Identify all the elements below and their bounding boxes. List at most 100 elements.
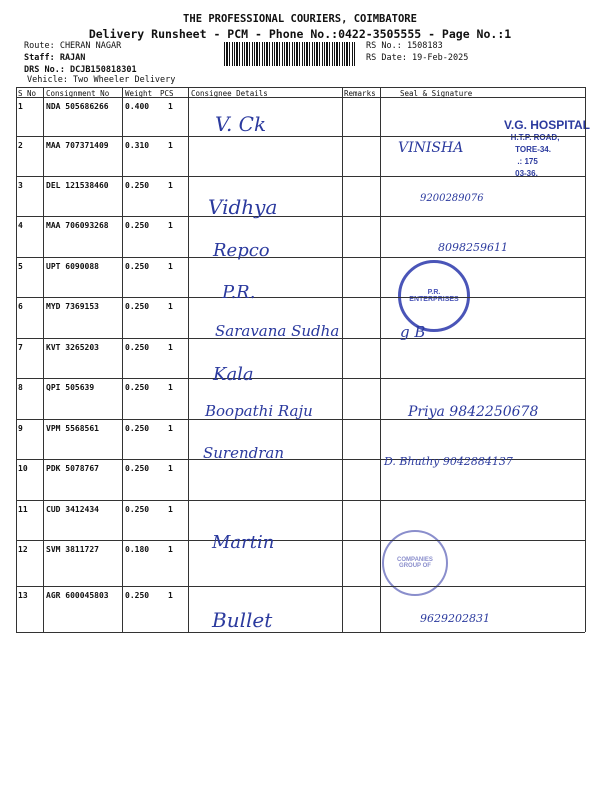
cell-consignment: VPM 5568561 — [46, 424, 99, 433]
rs-no: RS No.: 1508183 — [366, 41, 443, 51]
cell-pcs: 1 — [168, 545, 173, 554]
cell-pcs: 1 — [168, 181, 173, 190]
rs-date: RS Date: 19-Feb-2025 — [366, 53, 469, 63]
row-divider — [16, 257, 585, 258]
cell-pcs: 1 — [168, 383, 173, 392]
col-consignee: Consignee Details — [191, 89, 268, 98]
cell-consignment: QPI 505639 — [46, 383, 95, 392]
cell-weight: 0.250 — [125, 424, 150, 433]
cell-pcs: 1 — [168, 424, 173, 433]
cell-pcs: 1 — [168, 343, 173, 352]
cell-pcs: 1 — [168, 302, 173, 311]
cell-pcs: 1 — [168, 262, 173, 271]
consignee-handwriting: Saravana Sudha — [215, 322, 340, 340]
cell-weight: 0.250 — [125, 383, 150, 392]
consignee-handwriting: Repco — [213, 240, 270, 261]
cell-sno: 3 — [18, 181, 23, 190]
cell-sno: 2 — [18, 141, 23, 150]
companies-group-stamp: COMPANIES GROUP OF — [382, 530, 448, 596]
runsheet-title: Delivery Runsheet - PCM - Phone No.:0422… — [88, 27, 512, 41]
row-divider — [16, 586, 585, 587]
cell-consignment: MAA 706093268 — [46, 221, 109, 230]
cell-consignment: KVT 3265203 — [46, 343, 99, 352]
cell-sno: 4 — [18, 221, 23, 230]
cell-consignment: MAA 707371409 — [46, 141, 109, 150]
drs-no: DRS No.: DCJB150818301 — [24, 65, 137, 75]
cell-pcs: 1 — [168, 464, 173, 473]
consignee-handwriting: Martin — [212, 532, 275, 553]
cell-pcs: 1 — [168, 505, 173, 514]
cell-weight: 0.180 — [125, 545, 150, 554]
staff: Staff: RAJAN — [24, 53, 86, 63]
pr-enterprises-stamp: P.R. ENTERPRISES — [398, 260, 470, 332]
column-divider — [188, 87, 189, 632]
col-consignment: Consignment No — [46, 89, 110, 98]
cell-consignment: NDA 505686266 — [46, 102, 109, 111]
column-divider — [122, 87, 123, 632]
signature: g B — [400, 323, 426, 341]
col-remarks: Remarks — [344, 89, 376, 98]
vehicle: Vehicle: Two Wheeler Delivery — [27, 75, 176, 85]
cell-sno: 1 — [18, 102, 23, 111]
row-divider — [16, 500, 585, 501]
cell-weight: 0.250 — [125, 505, 150, 514]
cell-weight: 0.400 — [125, 102, 150, 111]
cell-consignment: AGR 600045803 — [46, 591, 109, 600]
cell-weight: 0.250 — [125, 591, 150, 600]
cell-weight: 0.250 — [125, 181, 150, 190]
signature: Priya 9842250678 — [408, 404, 539, 420]
row-divider — [16, 338, 585, 339]
column-divider — [380, 87, 381, 632]
cell-weight: 0.250 — [125, 343, 150, 352]
consignee-handwriting: Surendran — [203, 444, 285, 462]
row-divider — [16, 297, 585, 298]
cell-sno: 11 — [18, 505, 28, 514]
barcode — [224, 42, 356, 66]
cell-sno: 12 — [18, 545, 28, 554]
col-sno: S No — [18, 89, 37, 98]
cell-consignment: CUD 3412434 — [46, 505, 99, 514]
col-pcs: PCS — [160, 89, 174, 98]
company-name: THE PROFESSIONAL COURIERS, COIMBATORE — [183, 13, 417, 25]
consignee-handwriting: Boopathi Raju — [205, 402, 313, 420]
cell-consignment: UPT 6090088 — [46, 262, 99, 271]
col-weight: Weight — [125, 89, 153, 98]
row-divider — [16, 459, 585, 460]
signature: 9200289076 — [420, 193, 484, 204]
consignee-handwriting: V. Ck — [215, 112, 267, 136]
cell-sno: 13 — [18, 591, 28, 600]
row-divider — [16, 136, 585, 137]
cell-weight: 0.250 — [125, 302, 150, 311]
cell-weight: 0.250 — [125, 262, 150, 271]
cell-consignment: MYD 7369153 — [46, 302, 99, 311]
cell-pcs: 1 — [168, 102, 173, 111]
signature: 9629202831 — [420, 612, 490, 625]
cell-pcs: 1 — [168, 141, 173, 150]
row-divider — [16, 216, 585, 217]
signature: 8098259611 — [438, 241, 508, 254]
cell-sno: 5 — [18, 262, 23, 271]
cell-pcs: 1 — [168, 221, 173, 230]
signature: VINISHA — [398, 140, 464, 156]
cell-sno: 9 — [18, 424, 23, 433]
row-divider — [16, 97, 585, 98]
cell-pcs: 1 — [168, 591, 173, 600]
cell-weight: 0.310 — [125, 141, 150, 150]
cell-consignment: SVM 3811727 — [46, 545, 99, 554]
consignee-handwriting: Vidhya — [208, 195, 278, 219]
col-seal: Seal & Signature — [400, 89, 473, 98]
cell-weight: 0.250 — [125, 464, 150, 473]
cell-consignment: DEL 121538460 — [46, 181, 109, 190]
consignee-handwriting: Bullet — [212, 608, 273, 632]
cell-weight: 0.250 — [125, 221, 150, 230]
signature: D. Bhuthy 9042884137 — [384, 455, 513, 468]
row-divider — [16, 540, 585, 541]
cell-sno: 8 — [18, 383, 23, 392]
row-divider — [16, 632, 585, 633]
cell-sno: 6 — [18, 302, 23, 311]
vg-hospital-stamp: V.G. HOSPITAL H.T.P. ROAD, TORE-34. .: 1… — [504, 118, 591, 178]
consignee-handwriting: P.R. — [222, 282, 256, 303]
route: Route: CHERAN NAGAR — [24, 41, 122, 51]
consignee-handwriting: Kala — [213, 364, 254, 385]
column-divider — [585, 87, 586, 632]
